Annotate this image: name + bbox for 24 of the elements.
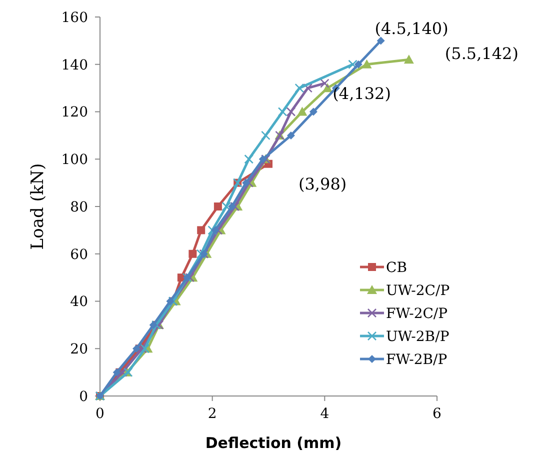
- annotation: (3,98): [298, 174, 347, 194]
- annotation: (5.5,142): [444, 44, 518, 64]
- annotation: (4.5,140): [374, 18, 448, 38]
- x-axis-title: Deflection (mm): [205, 434, 342, 452]
- x-tick-label: 0: [96, 406, 104, 422]
- y-axis-title: Load (kN): [28, 163, 48, 250]
- y-tick-label: 100: [61, 152, 88, 168]
- x-tick-label: 6: [432, 406, 442, 422]
- y-tick-label: 140: [61, 57, 88, 74]
- y-tick-label: 20: [70, 342, 88, 358]
- y-tick-label: 120: [61, 104, 88, 121]
- x-tick-label: 4: [320, 406, 330, 422]
- legend-label: UW-2B/P: [386, 328, 450, 345]
- y-tick-label: 80: [70, 199, 88, 216]
- x-tick-label: 2: [208, 406, 217, 422]
- legend-label: CB: [386, 260, 407, 276]
- legend-label: FW-2C/P: [386, 306, 448, 322]
- legend-label: FW-2B/P: [386, 352, 448, 368]
- y-tick-label: 0: [79, 388, 88, 405]
- y-tick-label: 60: [70, 246, 88, 263]
- legend-label: UW-2C/P: [386, 282, 450, 299]
- y-tick-label: 160: [61, 10, 88, 26]
- y-tick-label: 40: [70, 294, 88, 310]
- annotation: (4,132): [332, 84, 391, 103]
